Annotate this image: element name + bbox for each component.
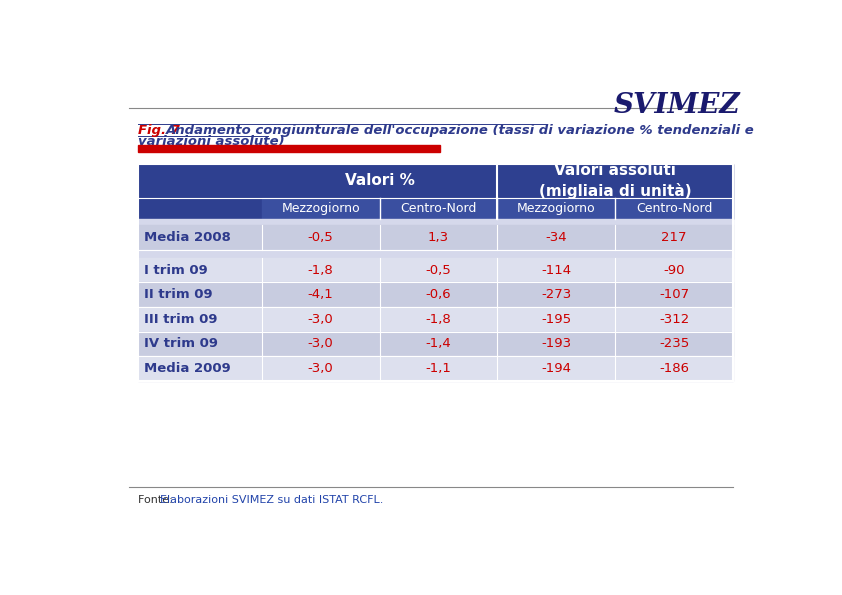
Text: SVIMEZ: SVIMEZ (614, 92, 741, 119)
Text: Media 2009: Media 2009 (144, 362, 231, 375)
Text: Fonte:: Fonte: (138, 495, 176, 505)
Text: III trim 09: III trim 09 (144, 313, 217, 326)
Bar (498, 164, 733, 198)
Text: I trim 09: I trim 09 (144, 264, 208, 277)
Text: Andamento congiunturale dell'occupazione (tassi di variazione % tendenziali e: Andamento congiunturale dell'occupazione… (166, 124, 754, 137)
Text: -235: -235 (659, 337, 690, 350)
Text: -1,8: -1,8 (425, 313, 451, 326)
Bar (616, 198, 733, 219)
Text: -3,0: -3,0 (308, 337, 333, 350)
Bar (138, 219, 733, 226)
Bar (138, 283, 733, 307)
Bar (138, 164, 733, 381)
Text: 1,3: 1,3 (428, 231, 449, 244)
Text: IV trim 09: IV trim 09 (144, 337, 218, 350)
Text: -194: -194 (541, 362, 572, 375)
Text: -0,5: -0,5 (308, 231, 333, 244)
Text: -4,1: -4,1 (308, 288, 333, 301)
Text: -3,0: -3,0 (308, 313, 333, 326)
Text: Centro-Nord: Centro-Nord (636, 202, 712, 215)
Bar (138, 258, 733, 283)
Text: -193: -193 (541, 337, 572, 350)
Text: -114: -114 (541, 264, 572, 277)
Text: Media 2008: Media 2008 (144, 231, 231, 244)
Text: Fig. 7: Fig. 7 (138, 124, 184, 137)
Text: Valori %: Valori % (344, 173, 414, 188)
Bar (138, 164, 262, 198)
Text: 217: 217 (661, 231, 687, 244)
Bar (138, 226, 733, 250)
Text: -186: -186 (659, 362, 689, 375)
Text: -3,0: -3,0 (308, 362, 333, 375)
Text: -0,5: -0,5 (425, 264, 451, 277)
Bar (138, 356, 733, 381)
Text: -34: -34 (546, 231, 568, 244)
Text: -1,1: -1,1 (425, 362, 451, 375)
Bar (498, 198, 616, 219)
Text: -107: -107 (659, 288, 689, 301)
Text: -1,8: -1,8 (308, 264, 333, 277)
Text: Mezzogiorno: Mezzogiorno (517, 202, 595, 215)
Bar (138, 307, 733, 331)
Text: -312: -312 (659, 313, 690, 326)
Text: Elaborazioni SVIMEZ su dati ISTAT RCFL.: Elaborazioni SVIMEZ su dati ISTAT RCFL. (159, 495, 383, 505)
Bar (380, 198, 498, 219)
Bar (138, 250, 733, 258)
Text: -1,4: -1,4 (425, 337, 451, 350)
Text: Mezzogiorno: Mezzogiorno (281, 202, 360, 215)
Bar (138, 145, 440, 152)
Text: Centro-Nord: Centro-Nord (400, 202, 477, 215)
Text: Valori assoluti
(migliaia di unità): Valori assoluti (migliaia di unità) (539, 162, 691, 199)
Text: -0,6: -0,6 (426, 288, 451, 301)
Text: -273: -273 (541, 288, 572, 301)
Bar (138, 331, 733, 356)
Text: variazioni assolute): variazioni assolute) (138, 135, 285, 148)
Bar (262, 164, 498, 198)
Text: -90: -90 (663, 264, 685, 277)
Bar (138, 198, 262, 219)
Text: -195: -195 (541, 313, 572, 326)
Bar (262, 198, 380, 219)
Text: II trim 09: II trim 09 (144, 288, 213, 301)
